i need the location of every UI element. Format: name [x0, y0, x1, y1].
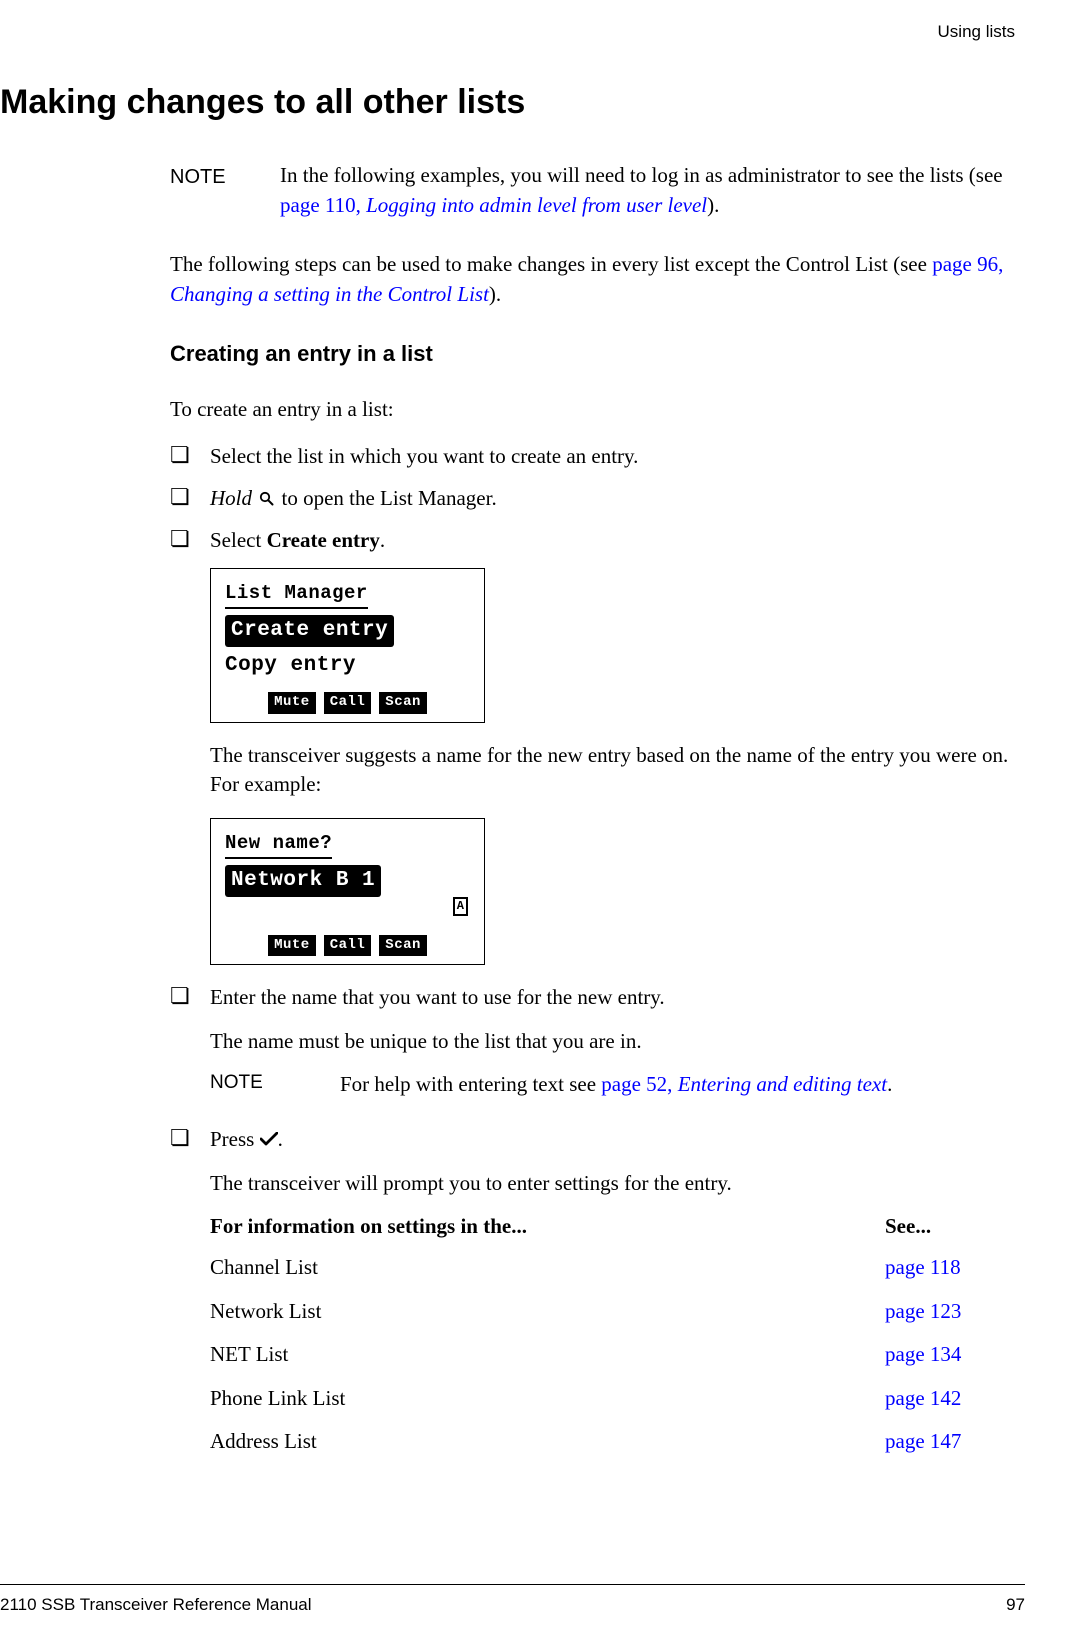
lcd-title: New name? [225, 830, 332, 860]
softkey: Mute [268, 692, 316, 714]
step-text: Select Create entry. [210, 526, 1015, 555]
running-head: Using lists [0, 20, 1025, 44]
softkey: Call [324, 935, 372, 957]
step-rest: to open the List Manager. [276, 486, 496, 510]
step-4: ❏ Enter the name that you want to use fo… [170, 983, 1015, 1113]
inner-note-link-title[interactable]: Entering and editing text [678, 1072, 887, 1096]
footer-left: 2110 SSB Transceiver Reference Manual [0, 1593, 312, 1617]
softkey: Scan [379, 935, 427, 957]
table-cell: Phone Link List [210, 1384, 885, 1413]
footer-page-number: 97 [1006, 1593, 1025, 1617]
step5-line2: The transceiver will prompt you to enter… [210, 1169, 1015, 1198]
note-block: NOTE In the following examples, you will… [170, 161, 1015, 220]
table-cell: NET List [210, 1340, 885, 1369]
table-row: NET List page 134 [210, 1340, 1015, 1369]
magnify-icon [259, 485, 274, 514]
step4-line1: Enter the name that you want to use for … [210, 983, 1015, 1012]
intro-paragraph: The following steps can be used to make … [170, 250, 1015, 309]
table-row: Channel List page 118 [210, 1253, 1015, 1282]
lcd-softkeys: Mute Call Scan [225, 692, 470, 714]
checkbox-icon: ❏ [170, 983, 210, 1007]
checkbox-icon: ❏ [170, 484, 210, 508]
lcd-screen-2: New name? Network B 1 A Mute Call Scan [210, 818, 485, 966]
lcd-selected-line: Create entry [225, 615, 394, 646]
lcd-line: Copy entry [225, 649, 470, 682]
note-text-end: ). [707, 193, 719, 217]
table-link[interactable]: page 118 [885, 1253, 1015, 1282]
checkbox-icon: ❏ [170, 526, 210, 550]
table-header-right: See... [885, 1212, 1015, 1241]
after-lcd1-text: The transceiver suggests a name for the … [210, 741, 1015, 800]
table-cell: Channel List [210, 1253, 885, 1282]
step-2: ❏ Hold to open the List Manager. [170, 484, 1015, 515]
lcd-title: List Manager [225, 580, 368, 610]
checkbox-icon: ❏ [170, 1125, 210, 1149]
note-link-title[interactable]: Logging into admin level from user level [366, 193, 707, 217]
table-header: For information on settings in the... Se… [210, 1212, 1015, 1241]
page-title: Making changes to all other lists [0, 79, 1025, 127]
table-link[interactable]: page 142 [885, 1384, 1015, 1413]
step-text: Press . The transceiver will prompt you … [210, 1125, 1015, 1470]
softkey: Scan [379, 692, 427, 714]
step-5: ❏ Press . The transceiver will prompt yo… [170, 1125, 1015, 1470]
inner-note: NOTE For help with entering text see pag… [210, 1070, 1015, 1099]
step-text: Hold to open the List Manager. [210, 484, 1015, 515]
para-text: The following steps can be used to make … [170, 252, 932, 276]
inner-note-text: For help with entering text see page 52,… [340, 1070, 1015, 1099]
table-cell: Address List [210, 1427, 885, 1456]
checkbox-icon: ❏ [170, 442, 210, 466]
step-pre: Select [210, 528, 267, 552]
step-text: Select the list in which you want to cre… [210, 442, 1015, 471]
step-hold: Hold [210, 486, 252, 510]
check-icon [260, 1125, 278, 1154]
lcd-softkeys: Mute Call Scan [225, 935, 470, 957]
step-post: . [380, 528, 385, 552]
step-3: ❏ Select Create entry. [170, 526, 1015, 555]
step-text: Enter the name that you want to use for … [210, 983, 1015, 1113]
para-link-title[interactable]: Changing a setting in the Control List [170, 282, 489, 306]
softkey: Call [324, 692, 372, 714]
list-intro: To create an entry in a list: [170, 395, 1015, 424]
para-text-end: ). [489, 282, 501, 306]
settings-table: For information on settings in the... Se… [210, 1212, 1015, 1456]
step-1: ❏ Select the list in which you want to c… [170, 442, 1015, 471]
step4-line2: The name must be unique to the list that… [210, 1027, 1015, 1056]
step5-post: . [278, 1127, 283, 1151]
inner-note-end: . [887, 1072, 892, 1096]
table-link[interactable]: page 147 [885, 1427, 1015, 1456]
lcd-indicator: A [453, 897, 468, 915]
table-link[interactable]: page 123 [885, 1297, 1015, 1326]
inner-note-link-page[interactable]: page 52, [601, 1072, 677, 1096]
page-footer: 2110 SSB Transceiver Reference Manual 97 [0, 1584, 1025, 1617]
inner-note-pre: For help with entering text see [340, 1072, 601, 1096]
note-label: NOTE [170, 161, 280, 191]
table-header-left: For information on settings in the... [210, 1212, 885, 1241]
table-row: Phone Link List page 142 [210, 1384, 1015, 1413]
para-link-page[interactable]: page 96, [932, 252, 1003, 276]
lcd-screen-1: List Manager Create entry Copy entry Mut… [210, 568, 485, 723]
inner-note-label: NOTE [210, 1070, 340, 1097]
subheading: Creating an entry in a list [170, 339, 1015, 370]
table-row: Address List page 147 [210, 1427, 1015, 1456]
softkey: Mute [268, 935, 316, 957]
note-link-page[interactable]: page 110, [280, 193, 366, 217]
table-cell: Network List [210, 1297, 885, 1326]
note-text-part: In the following examples, you will need… [280, 163, 1003, 187]
table-link[interactable]: page 134 [885, 1340, 1015, 1369]
lcd-selected-line: Network B 1 [225, 865, 381, 896]
note-text: In the following examples, you will need… [280, 161, 1015, 220]
step5-pre: Press [210, 1127, 260, 1151]
table-row: Network List page 123 [210, 1297, 1015, 1326]
step-bold: Create entry [267, 528, 380, 552]
